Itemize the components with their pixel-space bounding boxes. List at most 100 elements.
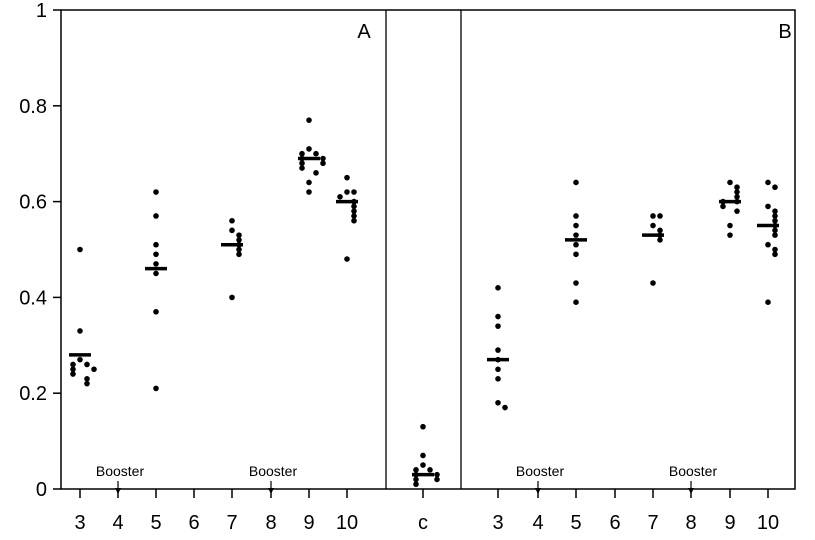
data-point [306,146,312,152]
data-point [765,203,771,210]
data-point [772,213,778,219]
data-point [573,241,579,248]
data-point [657,237,663,243]
booster-label: Booster [516,463,565,479]
data-point [337,194,343,200]
booster-label: Booster [669,463,718,479]
data-point [434,476,440,483]
data-point [420,423,426,430]
x-tick-label: 3 [492,512,503,534]
data-point [351,208,357,214]
data-point [573,213,579,219]
data-point [306,117,312,123]
data-point [70,371,76,377]
data-point [765,241,771,248]
data-point [657,227,663,234]
booster-arrow-head [535,488,541,494]
x-tick-label: 6 [609,512,620,534]
data-point [299,150,305,157]
data-point [320,155,326,162]
booster-arrow-head [115,488,121,494]
data-point [313,150,319,157]
data-point [657,213,663,219]
data-point [772,246,778,253]
data-point [495,399,501,406]
data-point [351,189,357,195]
data-point [351,213,357,219]
data-point [306,189,312,195]
data-point [84,376,90,382]
data-point [320,160,326,167]
x-tick-label: 10 [757,512,779,534]
data-point [153,189,159,195]
x-tick-label: 3 [74,512,85,534]
y-tick-label: 0.8 [19,96,47,118]
data-point [299,165,305,171]
data-point [772,217,778,224]
data-point [772,208,778,214]
x-tick-label: 4 [532,512,543,534]
data-point [495,376,501,382]
y-tick-label: 0.4 [19,287,47,309]
booster-arrow-head [268,488,274,494]
data-point [772,232,778,238]
data-point [573,299,579,305]
data-point [420,462,426,468]
booster-label: Booster [96,463,145,479]
data-point [720,203,726,210]
y-tick-label: 1 [36,0,47,22]
data-point [153,241,159,248]
x-tick-label: 9 [724,512,735,534]
data-point [153,308,159,315]
plot-border [60,9,796,490]
data-point [420,452,426,459]
data-point [650,213,656,219]
data-point [427,467,433,473]
data-point [765,299,771,305]
data-marks [69,117,779,488]
data-point [772,227,778,234]
data-point [344,256,350,262]
data-point [573,280,579,286]
data-point [495,313,501,320]
y-tick-label: 0 [36,479,47,501]
x-tick-label: 8 [265,512,276,534]
data-point [495,347,501,353]
data-point [236,232,242,238]
data-point [299,160,305,167]
data-point [344,174,350,181]
data-point [84,380,90,387]
data-point [153,251,159,258]
y-tick-label: 0.2 [19,383,47,405]
data-point [772,251,778,258]
data-point [727,222,733,229]
x-axis: 3 4 5 6 7 8 9 10 c 3 4 5 6 7 8 9 10 [74,489,779,534]
x-tick-label: 10 [336,512,358,534]
data-point [351,203,357,210]
y-axis: 0 0.2 0.4 0.6 0.8 1 [19,0,61,501]
data-point [765,179,771,186]
data-point [573,222,579,229]
data-point [734,184,740,191]
data-point [153,213,159,219]
data-point [153,385,159,392]
x-tick-label: 8 [685,512,696,534]
data-point [229,294,235,301]
data-point [573,179,579,186]
data-point [77,246,83,253]
data-point [236,246,242,253]
data-point [650,222,656,229]
data-point [77,356,83,363]
booster-label: Booster [249,463,298,479]
panel-label: A [357,21,371,43]
x-tick-label: 7 [647,512,658,534]
data-point [502,404,508,411]
data-point [236,251,242,258]
data-point [84,361,90,368]
x-tick-label: 5 [570,512,581,534]
data-point [344,189,350,195]
data-point [434,471,440,478]
data-point [77,328,83,334]
